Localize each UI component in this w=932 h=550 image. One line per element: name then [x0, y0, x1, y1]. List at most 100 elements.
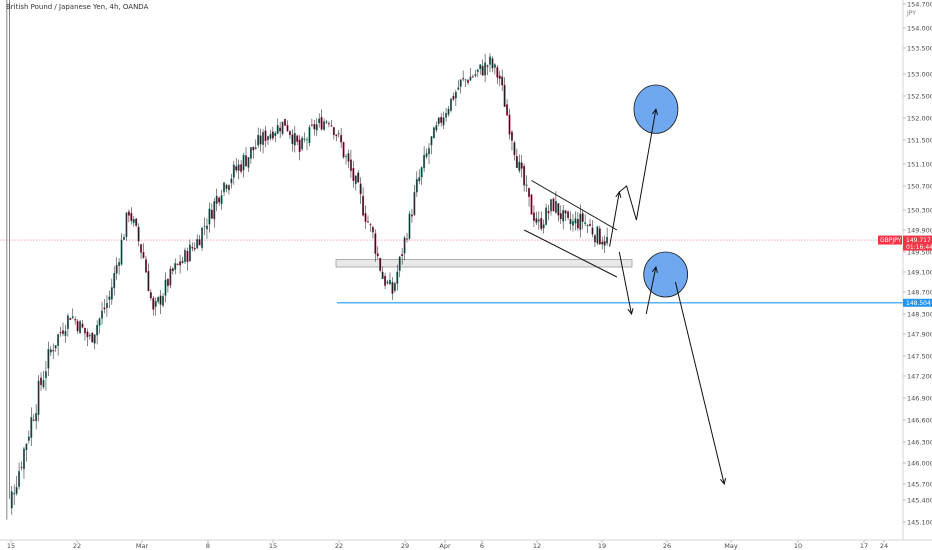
bullish-candle-body — [42, 380, 45, 388]
bullish-candle-body — [203, 226, 206, 228]
bullish-candle-body — [237, 164, 240, 171]
candle — [125, 212, 128, 241]
candle — [86, 328, 89, 347]
price-tick-label: 148.700 — [907, 288, 932, 296]
bearish-candle-body — [467, 80, 469, 83]
candle — [484, 53, 487, 83]
bullish-candle-body — [44, 371, 47, 379]
candle — [454, 89, 457, 107]
candle — [476, 68, 479, 78]
bullish-candle-body — [169, 268, 172, 286]
bullish-candle-body — [101, 310, 103, 319]
price-tick-label: 151.100 — [907, 160, 932, 168]
bearish-candle-body — [540, 217, 543, 229]
candle — [513, 140, 516, 161]
bullish-candle-body — [13, 493, 16, 495]
bullish-candle-body — [430, 136, 433, 146]
candle — [347, 149, 350, 169]
bullish-candle-body — [457, 87, 460, 90]
support-price-badge: 148.504 — [903, 298, 932, 307]
bearish-candle-body — [310, 124, 313, 126]
time-tick-label: Apr — [439, 542, 451, 550]
bearish-candle-body — [335, 134, 338, 137]
candle — [415, 171, 418, 197]
candle — [30, 407, 33, 447]
bullish-candle-body — [574, 218, 577, 224]
bullish-candle-body — [93, 334, 96, 344]
time-tick-label: 22 — [73, 542, 81, 550]
bullish-candle-body — [423, 154, 426, 169]
arrow-head-up-1 — [615, 190, 622, 198]
candle — [459, 79, 462, 94]
bullish-candle-body — [435, 125, 438, 131]
bullish-candle-body — [396, 271, 399, 284]
bullish-candle-body — [586, 225, 589, 227]
bullish-candle-body — [403, 237, 406, 254]
bearish-candle-body — [225, 184, 228, 189]
projection-path-drop — [674, 281, 725, 485]
candle — [269, 130, 272, 141]
bearish-candle-body — [511, 131, 513, 141]
candle — [81, 320, 84, 329]
bearish-candle-body — [179, 261, 182, 266]
candle — [430, 136, 433, 155]
candle — [159, 290, 162, 315]
bearish-candle-body — [440, 116, 443, 123]
candle — [379, 257, 382, 273]
candle — [547, 205, 550, 221]
candle — [471, 74, 474, 78]
candle — [506, 99, 509, 116]
candle — [154, 297, 157, 316]
candle — [69, 317, 72, 320]
candle — [479, 64, 482, 75]
candle — [271, 126, 274, 141]
bearish-candle-body — [601, 241, 604, 245]
bullish-candle-body — [249, 147, 252, 159]
bearish-candle-body — [581, 213, 584, 222]
candle — [545, 203, 548, 226]
candle — [120, 233, 123, 266]
candle — [59, 326, 62, 337]
candle — [423, 146, 426, 173]
candle — [103, 299, 106, 314]
price-tick-label: 153.000 — [907, 70, 932, 78]
candle — [274, 131, 277, 143]
bullish-candle-body — [223, 182, 225, 193]
bullish-candle-body — [123, 236, 125, 240]
candle — [281, 121, 284, 136]
bullish-candle-body — [30, 417, 33, 438]
bearish-candle-body — [376, 253, 379, 257]
candle — [123, 234, 125, 241]
candle — [147, 263, 150, 292]
candle — [589, 218, 591, 227]
arrow-head-drop — [720, 478, 726, 486]
price-tick-label: 146.000 — [907, 459, 932, 467]
candle — [593, 234, 596, 248]
bearish-candle-body — [547, 210, 550, 214]
time-tick-label: 12 — [533, 542, 541, 550]
candle — [313, 119, 316, 136]
candle — [596, 225, 599, 245]
bearish-candle-body — [359, 183, 362, 195]
bullish-candle-body — [269, 133, 272, 139]
candle — [498, 70, 501, 87]
bullish-candle-body — [550, 199, 552, 212]
bearish-candle-body — [352, 168, 355, 181]
candle — [581, 210, 584, 230]
bearish-candle-body — [284, 118, 286, 126]
candle — [489, 53, 491, 72]
candle — [291, 129, 294, 152]
candle — [232, 160, 235, 185]
time-tick-label: 17 — [860, 542, 868, 550]
bullish-candle-body — [35, 413, 38, 422]
bullish-candle-body — [542, 224, 545, 229]
candle — [198, 234, 201, 246]
price-tick-label: 145.400 — [907, 496, 932, 504]
bearish-candle-body — [52, 350, 55, 352]
bearish-candle-body — [535, 218, 538, 223]
bullish-candle-body — [66, 315, 69, 330]
bullish-candle-body — [464, 79, 467, 81]
bearish-candle-body — [291, 134, 294, 145]
